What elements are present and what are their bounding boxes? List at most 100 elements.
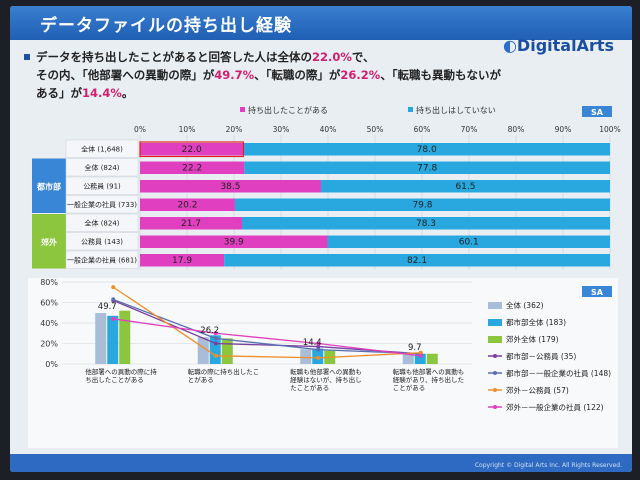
series-point bbox=[418, 350, 423, 355]
bar bbox=[414, 353, 426, 364]
bar-not-taken bbox=[224, 254, 610, 267]
category-label-line: ことがある bbox=[393, 383, 426, 392]
legend-swatch bbox=[240, 107, 245, 112]
bar-value-label: 22.0 bbox=[182, 145, 202, 155]
lead-value: 26.2% bbox=[340, 68, 381, 82]
bar-not-taken bbox=[244, 161, 610, 174]
bar bbox=[119, 310, 131, 364]
bar bbox=[107, 315, 119, 364]
bar-not-taken bbox=[234, 198, 610, 211]
group-block bbox=[32, 214, 66, 269]
highlight-frame bbox=[139, 141, 245, 158]
row-label-cell bbox=[65, 232, 139, 251]
legend-label: 都市部－公務員 (35) bbox=[506, 351, 576, 361]
x-tick-label: 60% bbox=[414, 125, 431, 134]
series-point bbox=[213, 341, 218, 346]
row-label: 一般企業の社員 (681) bbox=[67, 256, 137, 265]
lead-part: データを持ち出したことがあると回答した人は全体の bbox=[36, 50, 312, 64]
row-label: 公務員 (91) bbox=[83, 182, 121, 191]
bar-not-taken bbox=[320, 180, 610, 193]
legend-swatch bbox=[408, 107, 413, 112]
footer-bar bbox=[10, 454, 632, 472]
series-point bbox=[213, 353, 218, 358]
bullet-icon bbox=[24, 54, 30, 60]
bar-value-label: 78.3 bbox=[416, 219, 436, 229]
legend-label: 郊外－公務員 (57) bbox=[506, 385, 569, 395]
row-label-cell bbox=[65, 213, 139, 232]
series-point bbox=[316, 347, 321, 352]
row-label: 全体 (824) bbox=[84, 219, 119, 228]
bar bbox=[221, 338, 233, 364]
category-label-line: 経験はないが、持ち出し bbox=[290, 375, 361, 384]
bar-value-label: 14.4 bbox=[303, 338, 322, 348]
bar-taken bbox=[140, 143, 244, 156]
category-label-line: 転職も他部署への異動も bbox=[290, 367, 362, 376]
row-label: 全体 (1,648) bbox=[81, 145, 123, 154]
bar-taken bbox=[140, 217, 242, 230]
lead-value: 49.7% bbox=[214, 68, 255, 82]
legend-point bbox=[493, 354, 497, 358]
y-tick-label: 60% bbox=[40, 299, 58, 308]
bar bbox=[426, 353, 438, 364]
slide: データファイルの持ち出し経験 ◐DigitalArts データを持ち出したことが… bbox=[10, 6, 632, 472]
legend-point bbox=[493, 405, 497, 409]
legend-label: 郊外全体 (179) bbox=[506, 334, 559, 344]
combo-chart: 0% 20% 40% 60% 80% 49.7 26.2 14.4 9.7 他部署への異動の際に持… bbox=[28, 278, 618, 448]
bar bbox=[300, 349, 312, 364]
lead-part: で、 bbox=[351, 50, 375, 64]
category-label-line: 転職の際に持ち出したこ bbox=[188, 367, 260, 376]
bar-value-label: 60.1 bbox=[459, 238, 479, 248]
lead-value: 22.0% bbox=[312, 50, 352, 64]
x-tick-label: 90% bbox=[555, 125, 572, 134]
row-label-cell bbox=[65, 158, 139, 177]
brand-logo: ◐DigitalArts bbox=[503, 36, 614, 55]
bar-value-label: 82.1 bbox=[407, 256, 427, 266]
x-tick-label: 70% bbox=[461, 125, 478, 134]
lead-part: 、「転職の際」が bbox=[254, 68, 341, 82]
lead-text: データを持ち出したことがあると回答した人は全体の22.0%で、その内、「他部署へ… bbox=[36, 48, 506, 102]
series-point bbox=[213, 331, 218, 336]
legend-label: 全体 (362) bbox=[506, 300, 544, 310]
bar-value-label: 21.7 bbox=[181, 219, 201, 229]
y-tick-label: 20% bbox=[40, 340, 58, 349]
bar-value-label: 17.9 bbox=[172, 256, 192, 266]
row-label: 一般企業の社員 (733) bbox=[67, 200, 137, 209]
x-tick-label: 40% bbox=[320, 125, 337, 134]
bar bbox=[95, 313, 107, 364]
logo-mark-icon: ◐ bbox=[502, 36, 517, 55]
category-label: 他部署への異動の際に持ち出したことがある bbox=[85, 367, 157, 384]
group-label: 郊外 bbox=[41, 237, 57, 247]
x-tick-label: 30% bbox=[273, 125, 290, 134]
bar-taken bbox=[140, 180, 321, 193]
page-title: データファイルの持ち出し経験 bbox=[40, 16, 292, 36]
bar-value-label: 77.8 bbox=[417, 164, 437, 174]
row-label-cell bbox=[65, 195, 139, 214]
category-label: 転職も他部署への異動も経験があり、持ち出したことがある bbox=[393, 367, 465, 392]
lead-part: その内、「他部署への異動の際」が bbox=[36, 68, 215, 82]
bar-value-label: 49.7 bbox=[98, 302, 117, 312]
series-point bbox=[213, 336, 218, 341]
row-label-cell bbox=[65, 139, 139, 158]
series-point bbox=[111, 316, 116, 321]
category-label-line: 他部署への異動の際に持 bbox=[85, 367, 157, 376]
row-label-cell bbox=[65, 176, 139, 195]
x-tick-label: 100% bbox=[599, 125, 620, 134]
copyright: Copyright © Digital Arts Inc. All Rights… bbox=[474, 462, 622, 469]
bar-value-label: 20.2 bbox=[177, 201, 197, 211]
category-label: 転職の際に持ち出したことがある bbox=[188, 367, 260, 384]
y-tick-label: 0% bbox=[45, 360, 58, 369]
bar-value-label: 38.5 bbox=[220, 182, 240, 192]
lead-part: 。 bbox=[121, 86, 134, 100]
x-tick-label: 20% bbox=[226, 125, 243, 134]
series-point bbox=[316, 355, 321, 360]
row-label: 公務員 (143) bbox=[81, 237, 123, 246]
lead-part: 、「転職も異動もないがある」が bbox=[36, 68, 502, 100]
bar-taken bbox=[140, 235, 328, 248]
bar-value-label: 9.7 bbox=[408, 343, 422, 353]
bar-value-label: 61.5 bbox=[455, 182, 475, 192]
bar-not-taken bbox=[243, 143, 610, 156]
legend-label: 郊外－一般企業の社員 (122) bbox=[506, 402, 604, 412]
legend-point bbox=[493, 388, 497, 392]
x-tick-label: 10% bbox=[179, 125, 196, 134]
category-label-line: ち出したことがある bbox=[85, 375, 144, 384]
